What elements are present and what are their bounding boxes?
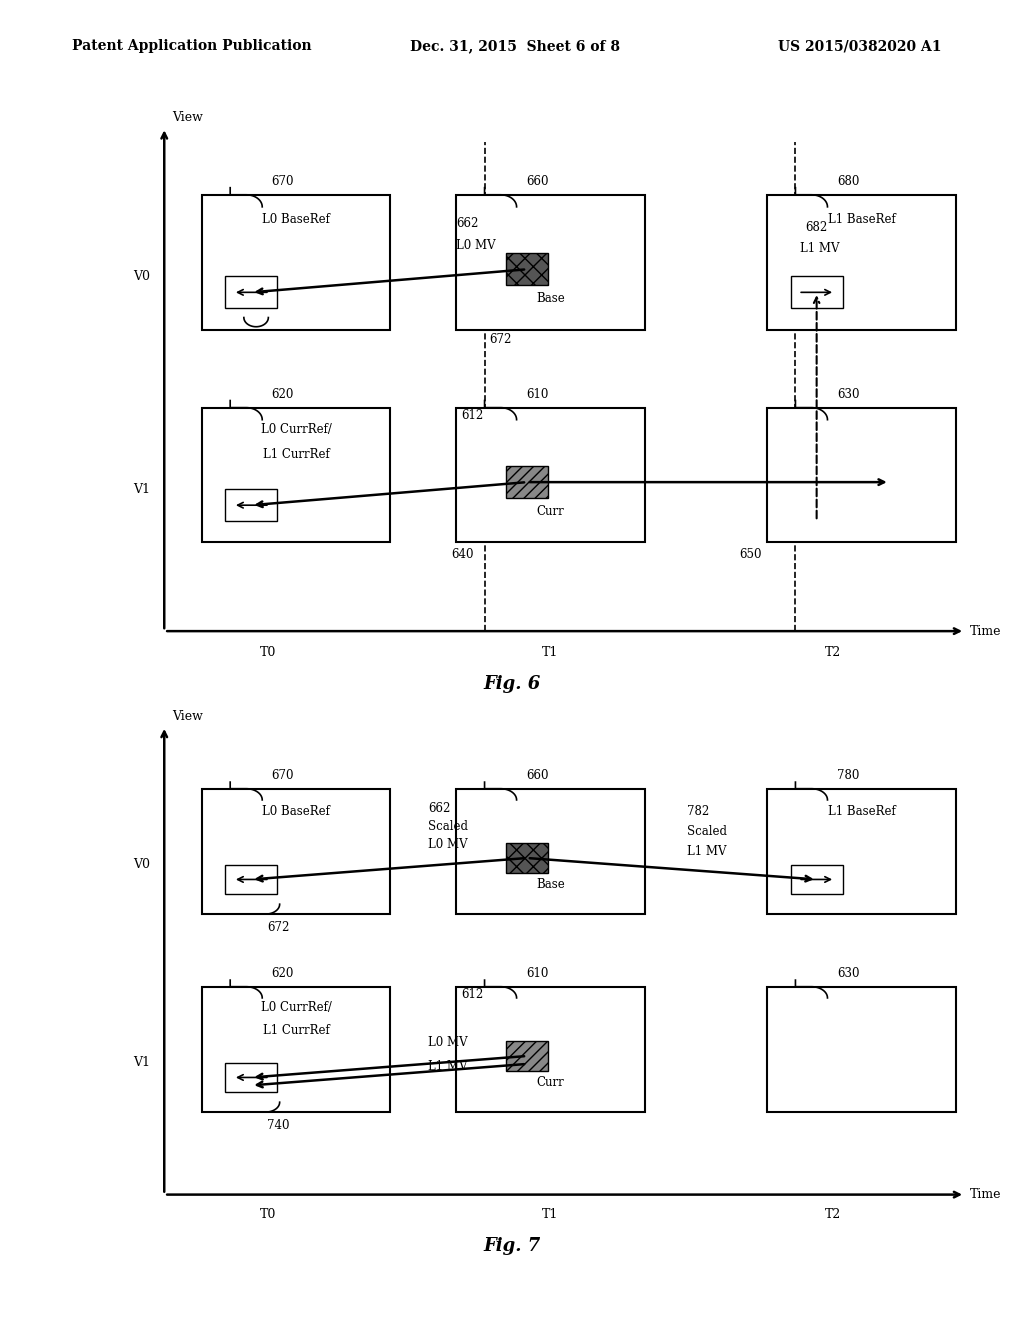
Text: 680: 680 xyxy=(837,174,859,187)
Text: T1: T1 xyxy=(543,645,559,659)
Text: 620: 620 xyxy=(271,388,294,400)
Text: 672: 672 xyxy=(267,921,290,933)
Text: Fig. 7: Fig. 7 xyxy=(483,1237,541,1255)
Bar xyxy=(457,408,645,543)
Text: 630: 630 xyxy=(837,968,859,979)
Bar xyxy=(767,788,955,913)
Text: 670: 670 xyxy=(271,770,294,781)
Bar xyxy=(791,865,843,895)
Text: L0 MV: L0 MV xyxy=(457,239,496,252)
Text: Base: Base xyxy=(537,878,565,891)
Text: 612: 612 xyxy=(461,987,483,1001)
Bar xyxy=(457,195,645,330)
Text: L1 BaseRef: L1 BaseRef xyxy=(827,805,895,818)
Text: V0: V0 xyxy=(133,858,151,871)
Bar xyxy=(767,195,955,330)
Text: L0 MV: L0 MV xyxy=(428,838,468,851)
Text: L1 CurrRef: L1 CurrRef xyxy=(263,1024,330,1038)
Text: 620: 620 xyxy=(271,968,294,979)
Text: 660: 660 xyxy=(526,770,549,781)
Text: L1 BaseRef: L1 BaseRef xyxy=(827,213,895,226)
Text: 740: 740 xyxy=(267,1119,290,1131)
Bar xyxy=(767,986,955,1111)
Bar xyxy=(202,788,390,913)
Text: 610: 610 xyxy=(526,388,549,400)
Text: T0: T0 xyxy=(260,1208,276,1221)
Text: T0: T0 xyxy=(260,645,276,659)
Text: L1 CurrRef: L1 CurrRef xyxy=(263,447,330,461)
Bar xyxy=(791,276,843,309)
Text: T1: T1 xyxy=(543,1208,559,1221)
Text: 612: 612 xyxy=(461,409,483,422)
Text: L1 MV: L1 MV xyxy=(800,242,840,255)
Text: L0 MV: L0 MV xyxy=(428,1036,468,1049)
Text: L0 CurrRef/: L0 CurrRef/ xyxy=(261,424,332,436)
Text: Time: Time xyxy=(970,624,1001,638)
Text: Time: Time xyxy=(970,1188,1001,1201)
Text: 660: 660 xyxy=(526,174,549,187)
Text: V1: V1 xyxy=(133,1056,151,1069)
Text: 640: 640 xyxy=(452,548,474,561)
Text: View: View xyxy=(172,710,203,722)
Bar xyxy=(506,253,548,285)
Text: Dec. 31, 2015  Sheet 6 of 8: Dec. 31, 2015 Sheet 6 of 8 xyxy=(410,40,620,53)
Text: L1 MV: L1 MV xyxy=(428,1060,468,1072)
Text: 630: 630 xyxy=(837,388,859,400)
Text: Patent Application Publication: Patent Application Publication xyxy=(72,40,311,53)
Text: T2: T2 xyxy=(825,1208,842,1221)
Text: 782: 782 xyxy=(687,805,710,818)
Text: 662: 662 xyxy=(428,803,451,814)
Bar xyxy=(506,466,548,498)
Text: Fig. 6: Fig. 6 xyxy=(483,675,541,693)
Text: 682: 682 xyxy=(805,220,827,234)
Text: V1: V1 xyxy=(133,483,151,496)
Text: 610: 610 xyxy=(526,968,549,979)
Text: 670: 670 xyxy=(271,174,294,187)
Bar xyxy=(225,490,278,521)
Bar xyxy=(506,1041,548,1071)
Text: Curr: Curr xyxy=(537,504,564,517)
Text: US 2015/0382020 A1: US 2015/0382020 A1 xyxy=(778,40,942,53)
Text: 780: 780 xyxy=(837,770,859,781)
Bar xyxy=(225,865,278,895)
Text: Base: Base xyxy=(537,292,565,305)
Bar xyxy=(767,408,955,543)
Text: Curr: Curr xyxy=(537,1076,564,1089)
Text: 650: 650 xyxy=(739,548,762,561)
Bar xyxy=(202,195,390,330)
Bar xyxy=(202,986,390,1111)
Text: T2: T2 xyxy=(825,645,842,659)
Text: 672: 672 xyxy=(489,333,512,346)
Text: L0 BaseRef: L0 BaseRef xyxy=(262,213,330,226)
Bar xyxy=(457,986,645,1111)
Text: Scaled: Scaled xyxy=(687,825,727,838)
Bar xyxy=(506,843,548,873)
Text: 662: 662 xyxy=(457,218,478,230)
Text: View: View xyxy=(172,111,203,124)
Bar xyxy=(225,276,278,309)
Text: L1 MV: L1 MV xyxy=(687,845,727,858)
Bar xyxy=(225,1063,278,1093)
Text: V0: V0 xyxy=(133,269,151,282)
Text: L0 CurrRef/: L0 CurrRef/ xyxy=(261,1001,332,1014)
Bar xyxy=(457,788,645,913)
Text: Scaled: Scaled xyxy=(428,820,468,833)
Text: L0 BaseRef: L0 BaseRef xyxy=(262,805,330,818)
Bar xyxy=(202,408,390,543)
